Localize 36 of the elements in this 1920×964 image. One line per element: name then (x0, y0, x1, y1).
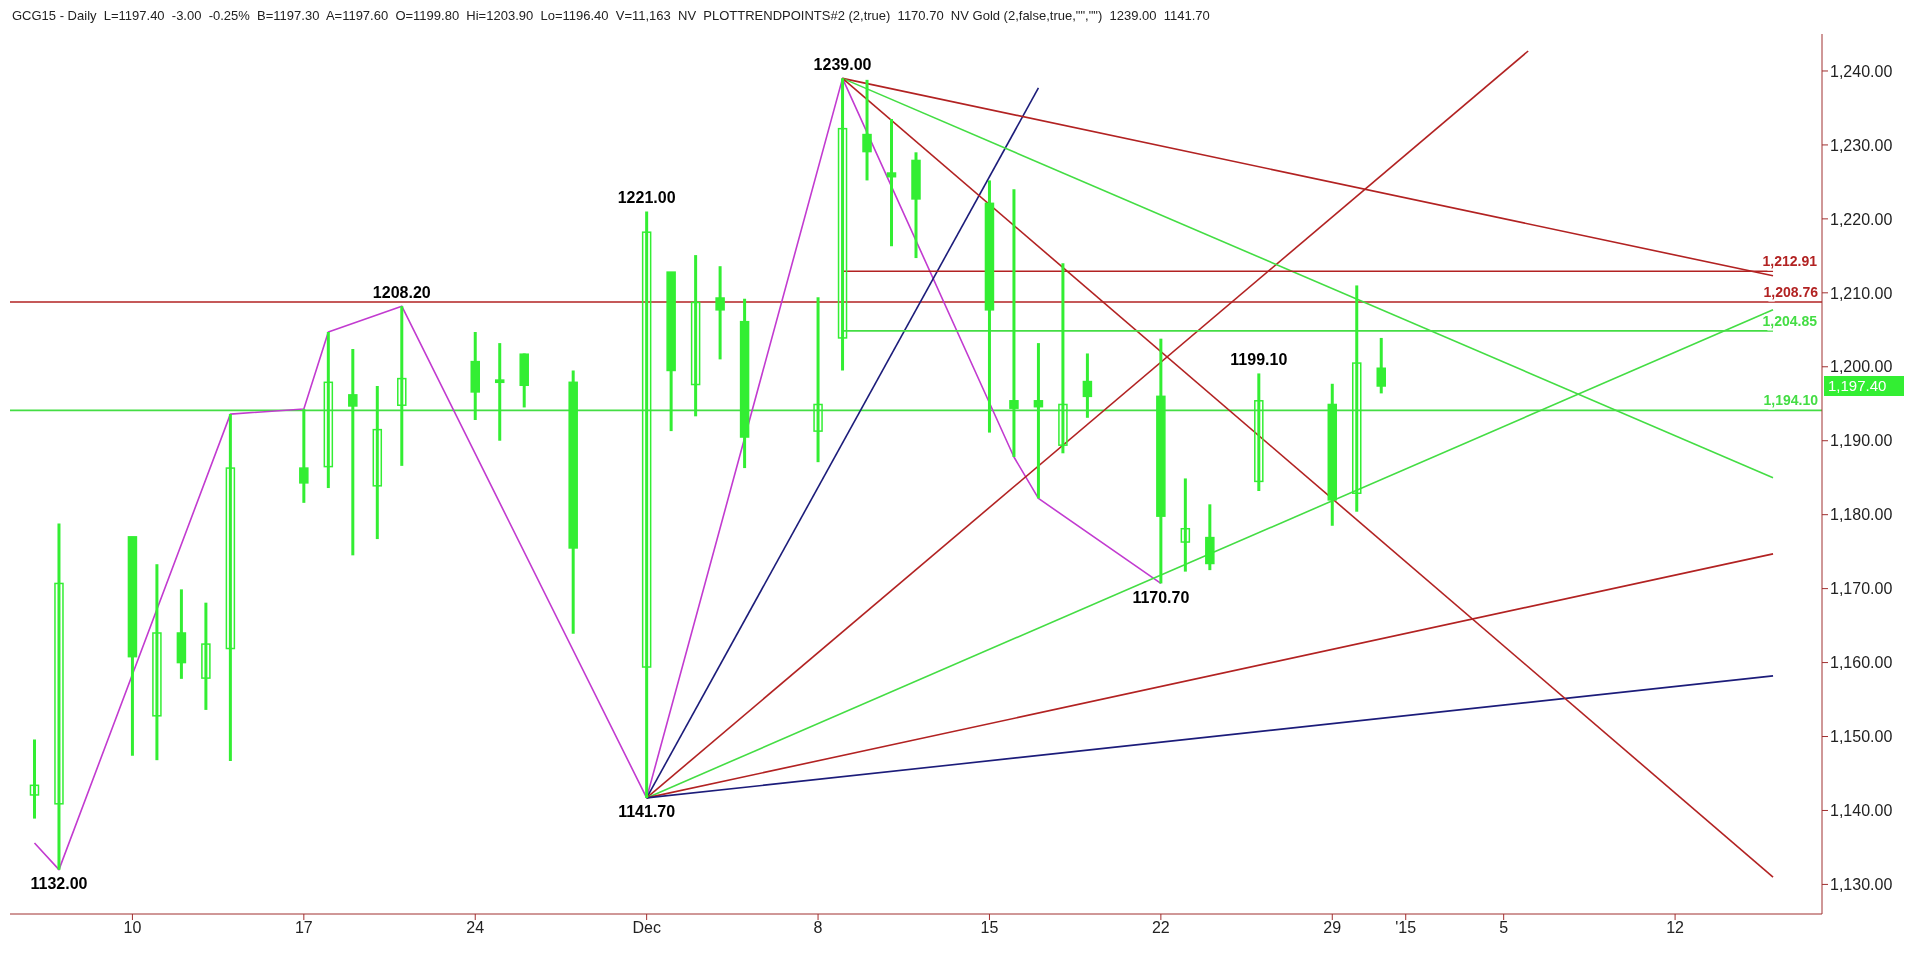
x-tick-label: Dec (632, 919, 661, 937)
x-tick-label: 24 (466, 919, 485, 937)
y-tick-label: 1,160.00 (1830, 654, 1893, 672)
series-label: 1,212.91 (1762, 253, 1818, 270)
x-tick-label: 12 (1666, 919, 1685, 937)
x-tick-label: 15 (980, 919, 999, 937)
x-tick-label: 22 (1151, 919, 1170, 937)
x-tick-label: 17 (294, 919, 313, 937)
y-tick-label: 1,230.00 (1830, 136, 1893, 154)
y-tick-label: 1,150.00 (1830, 728, 1893, 746)
y-tick-label: 1,240.00 (1830, 62, 1893, 80)
y-tick-label: 1,220.00 (1830, 210, 1893, 228)
x-tick-label: 29 (1323, 919, 1342, 937)
x-tick-label: 10 (123, 919, 142, 937)
y-tick-label: 1,200.00 (1830, 358, 1893, 376)
y-tick-label: 1,180.00 (1830, 506, 1893, 524)
x-tick-label: 5 (1499, 919, 1509, 937)
y-tick-label: 1,130.00 (1830, 876, 1893, 894)
annotation: 1199.10 (1230, 351, 1288, 369)
x-tick-label: '15 (1395, 919, 1417, 937)
series-label: 1,204.85 (1762, 312, 1818, 329)
ref-line-label: 1,208.76 (1763, 283, 1819, 300)
annotation: 1141.70 (618, 803, 676, 821)
annotation: 1221.00 (617, 189, 676, 207)
annotation: 1208.20 (372, 284, 431, 302)
text: 1,197.40 (1828, 377, 1887, 394)
y-tick-label: 1,210.00 (1830, 284, 1893, 302)
y-tick-label: 1,170.00 (1830, 580, 1893, 598)
ref-line-label: 1,194.10 (1763, 392, 1819, 409)
annotation: 1132.00 (30, 874, 88, 892)
annotation: 1239.00 (813, 56, 872, 74)
annotation: 1170.70 (1132, 588, 1190, 606)
y-tick-label: 1,190.00 (1830, 432, 1893, 450)
text: GCG15 - Daily L=1197.40 -3.00 -0.25% B=1197.30 A=1197.60 O=1199.80 Hi=1203.90 Lo=1196.40 V=11,163 NV PLOTTRENDPOINTS#2 (2,true) 1170.70 NV Gold (2,false,true,"","") 1239.00 1141.70 (12, 8, 1210, 23)
y-tick-label: 1,140.00 (1830, 802, 1893, 820)
x-tick-label: 8 (813, 919, 823, 937)
